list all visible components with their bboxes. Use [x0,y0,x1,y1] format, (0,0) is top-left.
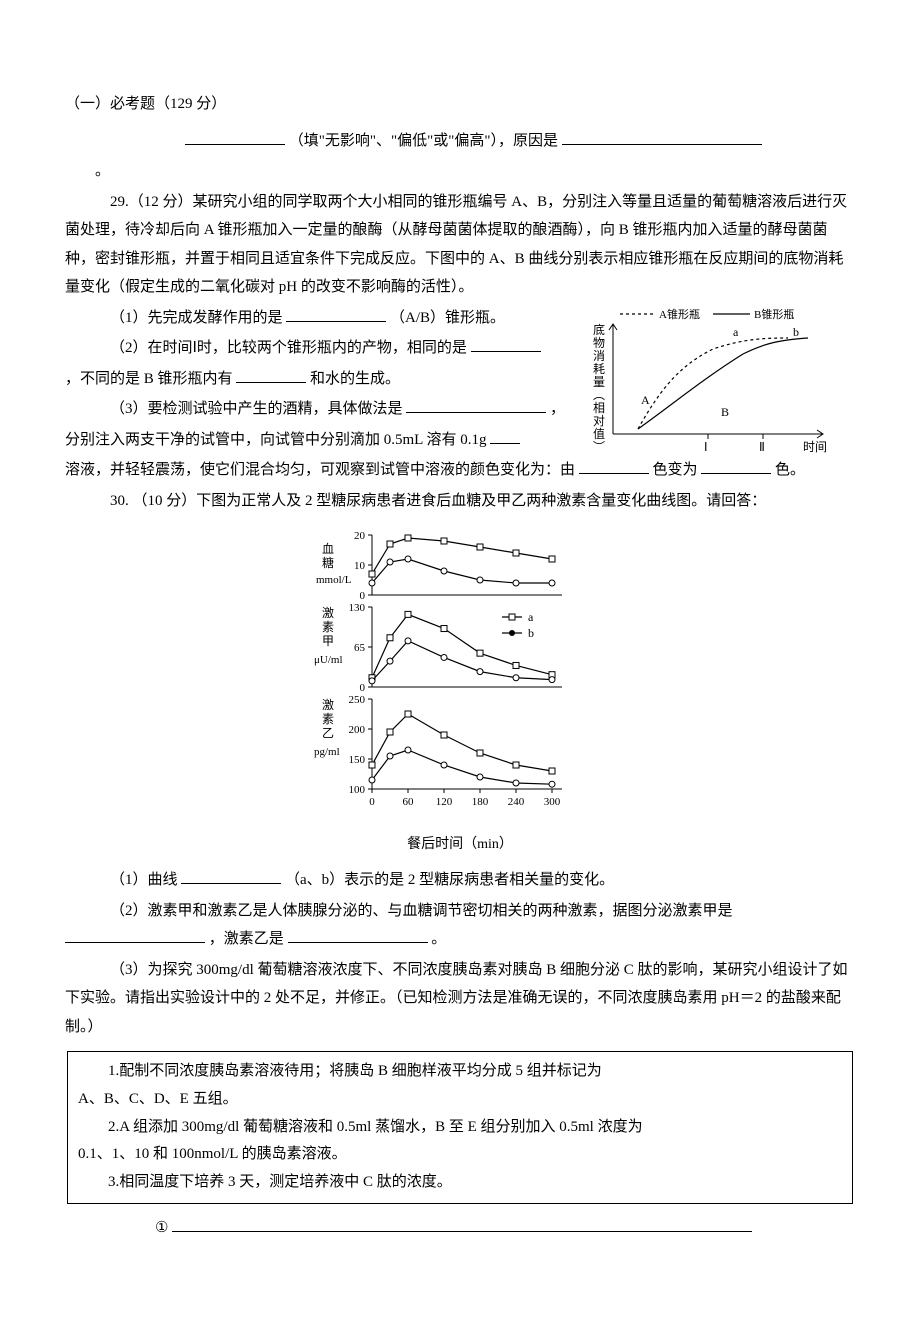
svg-text:激: 激 [322,606,334,620]
svg-text:180: 180 [472,796,489,808]
q30-s2-b: ，激素乙是 [209,931,284,947]
proc-step3: 3.相同温度下培养 3 天，测定培养液中 C 肽的浓度。 [78,1169,842,1197]
svg-text:甲: 甲 [322,634,334,648]
q30-answer-line: ① [65,1214,855,1243]
q30-sub2: （2）激素甲和激素乙是人体胰腺分泌的、与血糖调节密切相关的两种激素，据图分泌激素… [65,897,855,954]
q29-letter-a: a [733,325,739,339]
svg-text:0: 0 [360,590,366,602]
blank-q29-3a [406,397,546,414]
svg-text:mmol/L: mmol/L [316,574,352,586]
q29-letter-b: b [793,325,799,339]
blank-q29-2b [236,366,306,383]
svg-text:0: 0 [360,682,366,694]
q30-s1-a: （1）曲线 [110,872,178,888]
blank-q30-1 [181,868,281,885]
q29-s2-b: ，不同的是 B 锥形瓶内有 [65,371,233,387]
svg-text:μU/ml: μU/ml [314,654,343,666]
q29-text-block: （1）先完成发酵作用的是 （A/B）锥形瓶。 （2）在时间Ⅰ时，比较两个锥形瓶内… [65,304,575,363]
svg-text:激: 激 [322,698,334,712]
q29-legend-b: B锥形瓶 [754,307,794,321]
q30-figure: 01020血糖mmol/L065130激素甲μU/mlab10015020025… [65,527,855,858]
q29-sub2b: ，不同的是 B 锥形瓶内有 和水的生成。 [65,365,575,394]
svg-text:150: 150 [349,754,366,766]
blank-q29-2a [471,336,541,353]
proc-step1: 1.配制不同浓度胰岛素溶液待用；将胰岛 B 细胞样液平均分成 5 组并标记为 [78,1058,842,1086]
prev-question-tail: （填"无影响"、"偏低"或"偏高"），原因是 [65,127,855,156]
svg-text:糖: 糖 [322,555,334,570]
q30-s2-a: （2）激素甲和激素乙是人体胰腺分泌的、与血糖调节密切相关的两种激素，据图分泌激素… [110,903,733,919]
svg-text:200: 200 [349,724,366,736]
svg-text:300: 300 [544,796,561,808]
q29-sub2a: （2）在时间Ⅰ时，比较两个锥形瓶内的产物，相同的是 [65,334,575,363]
q29-label-A: A [641,393,650,407]
svg-text:素: 素 [322,620,334,634]
q30-s2-c: 。 [431,931,446,947]
q29-s1-b: （A/B）锥形瓶。 [390,310,505,326]
q29-sub3a: （3）要检测试验中产生的酒精，具体做法是 ， [65,395,575,424]
svg-text:20: 20 [354,530,366,542]
svg-text:乙: 乙 [322,726,334,740]
svg-text:血: 血 [322,542,334,556]
prev-tail-text: （填"无影响"、"偏低"或"偏高"），原因是 [289,133,558,149]
q29-xlabel: 时间 [803,440,827,454]
svg-text:100: 100 [349,784,366,796]
svg-text:pg/ml: pg/ml [314,746,340,758]
q30-sub3: （3）为探究 300mg/dl 葡萄糖溶液浓度下、不同浓度胰岛素对胰岛 B 细胞… [65,956,855,1042]
svg-text:240: 240 [508,796,525,808]
svg-text:0: 0 [369,796,375,808]
q29-ylabel: 底 物 消 耗 量 ︵ 相 对 值 ︶ [593,322,608,454]
q29-s2-c: 和水的生成。 [310,371,400,387]
q29-stem: 29.（12 分）某研究小组的同学取两个大小相同的锥形瓶编号 A、B，分别注入等… [65,188,855,302]
svg-text:10: 10 [354,560,366,572]
svg-text:60: 60 [403,796,415,808]
q29-s2-a: （2）在时间Ⅰ时，比较两个锥形瓶内的产物，相同的是 [110,340,467,356]
q29-label-B: B [721,405,729,419]
q29-s3-c: 分别注入两支干净的试管中，向试管中分别滴加 0.5mL 溶有 0.1g [65,432,487,448]
svg-text:b: b [528,626,534,640]
blank-q30-2a [65,927,205,944]
blank-response [185,128,285,145]
blank-q30-answer1 [172,1215,752,1232]
q29-legend-a: A锥形瓶 [659,307,700,321]
svg-text:130: 130 [349,602,366,614]
q29-curve-a [638,338,788,429]
svg-text:120: 120 [436,796,453,808]
proc-step2: 2.A 组添加 300mg/dl 葡萄糖溶液和 0.5ml 蒸馏水，B 至 E … [78,1114,842,1142]
q29-tick-I: Ⅰ [704,440,708,454]
proc-step2b: 0.1、1、10 和 100nmol/L 的胰岛素溶液。 [78,1141,842,1169]
q30-caption: 餐后时间（min） [65,832,855,859]
prev-tail-period: 。 [65,157,855,186]
q29-figure: 底 物 消 耗 量 ︵ 相 对 值 ︶ A锥形瓶 B锥形瓶 [585,304,865,475]
svg-text:素: 素 [322,712,334,726]
q29-s3-a: （3）要检测试验中产生的酒精，具体做法是 [110,401,403,417]
q29-s3-d: 溶液，并轻轻震荡，使它们混合均匀，可观察到试管中溶液的颜色变化为：由 [65,462,575,478]
q29-s3-b: ， [550,401,565,417]
q30-sub1: （1）曲线 （a、b）表示的是 2 型糖尿病患者相关量的变化。 [65,866,855,895]
svg-text:250: 250 [349,694,366,706]
q29-tick-II: Ⅱ [759,440,765,454]
q29-s1-a: （1）先完成发酵作用的是 [110,310,283,326]
svg-text:65: 65 [354,642,366,654]
q29-body: （1）先完成发酵作用的是 （A/B）锥形瓶。 （2）在时间Ⅰ时，比较两个锥形瓶内… [65,304,855,424]
blank-q29-1 [286,305,386,322]
section-heading: （一）必考题（129 分） [65,90,855,119]
procedure-box: 1.配制不同浓度胰岛素溶液待用；将胰岛 B 细胞样液平均分成 5 组并标记为 A… [67,1051,853,1204]
svg-text:a: a [528,610,534,624]
blank-reason [562,128,762,145]
q30-s1-b: （a、b）表示的是 2 型糖尿病患者相关量的变化。 [285,872,614,888]
q29-sub1: （1）先完成发酵作用的是 （A/B）锥形瓶。 [65,304,575,333]
circled-1: ① [110,1214,168,1243]
blank-q30-2b [288,927,428,944]
proc-step1b: A、B、C、D、E 五组。 [78,1086,842,1114]
q30-stem: 30. （10 分）下图为正常人及 2 型糖尿病患者进食后血糖及甲乙两种激素含量… [65,487,855,516]
blank-q29-3c [490,427,520,444]
